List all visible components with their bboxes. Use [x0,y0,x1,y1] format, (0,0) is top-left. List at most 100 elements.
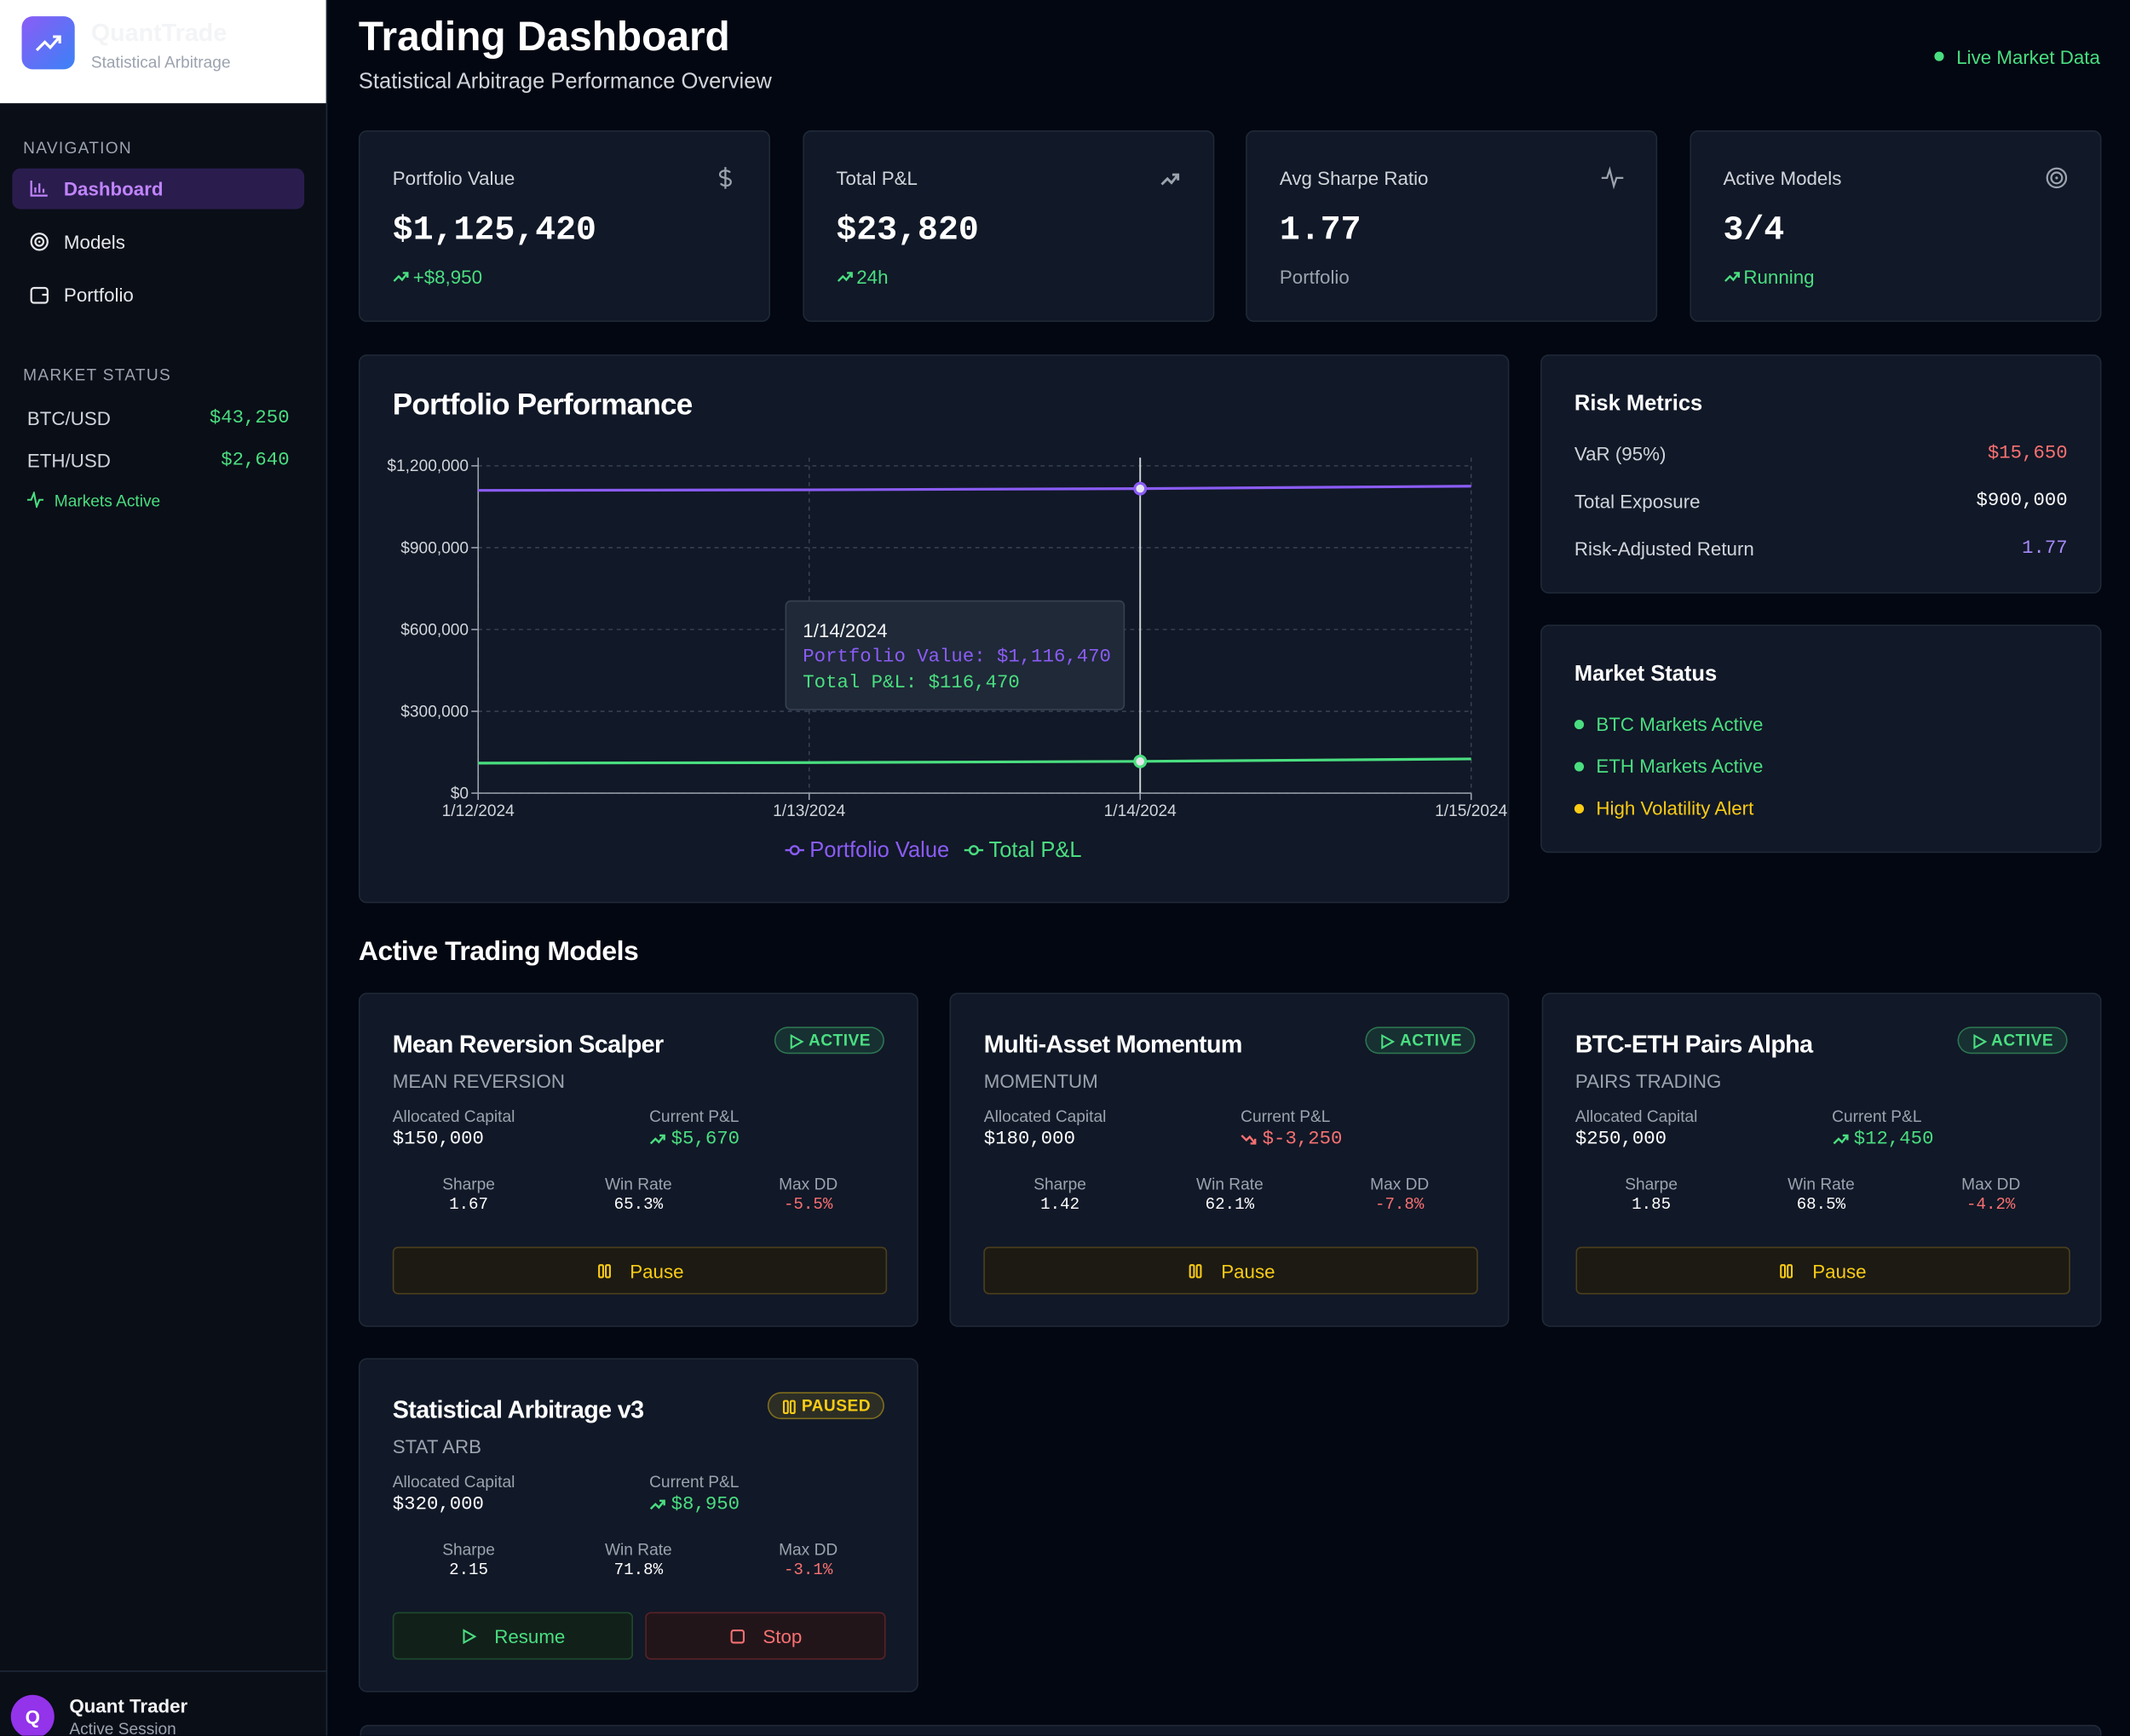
legend-label: Portfolio Value [809,838,949,862]
model-card: BTC-ETH Pairs Alpha ACTIVE PAIRS TRADING Al… [1540,992,2101,1327]
nav-icon [30,286,49,304]
capital-value: $320,000 [392,1493,484,1516]
market-pair: ETH/USD [26,449,111,472]
action-button[interactable]: Resume [392,1612,633,1660]
stat-card: Total P&L $23,820 24h [802,130,1214,322]
nav-label: Models [63,231,125,253]
trend-icon [1832,1134,1848,1145]
model-type: MOMENTUM [983,1070,1098,1092]
nav-label: Portfolio [63,284,134,306]
model-name: BTC-ETH Pairs Alpha [1574,1031,1813,1059]
metric-label: Sharpe [442,1540,495,1560]
metric-label: Max DD [779,1540,838,1560]
metric-label: Win Rate [1196,1175,1264,1194]
model-card: Statistical Arbitrage v3 PAUSED STAT ARB Al… [358,1358,918,1693]
badge-label: ACTIVE [1991,1031,2054,1050]
nav-heading: NAVIGATION [23,138,133,158]
trend-icon [837,272,853,282]
metric-value: -4.2% [1966,1195,2016,1215]
action-button[interactable]: Pause [392,1246,888,1295]
stat-note: +$8,950 [412,266,483,289]
nav-icon [30,181,48,197]
metric-label: Win Rate [1787,1175,1855,1194]
status-badge: ACTIVE [774,1026,884,1055]
badge-icon [790,1033,804,1049]
metric-label: Win Rate [605,1175,672,1194]
metric-label: Max DD [1961,1175,2021,1194]
model-name: Statistical Arbitrage v3 [392,1396,644,1423]
legend-swatch [789,845,800,856]
pulse-icon [26,491,44,509]
model-type: PAIRS TRADING [1574,1070,1722,1092]
tooltip-date: 1/14/2024 [803,619,888,641]
action-button[interactable]: Pause [1574,1246,2070,1295]
pnl-label: Current P&L [1832,1107,1922,1126]
nav-icon [30,233,49,251]
trend-icon [649,1499,665,1510]
button-label: Pause [1221,1259,1275,1282]
stat-label: Avg Sharpe Ratio [1279,167,1429,189]
avatar-initial: Q [25,1705,40,1728]
stat-card: Active Models 3/4 Running [1689,130,2101,322]
legend-label: Total P&L [988,838,1081,862]
live-dot [1934,51,1944,61]
metric-label: Sharpe [442,1175,495,1194]
model-type: STAT ARB [392,1435,481,1457]
status-label: High Volatility Alert [1596,796,1754,819]
stat-note: Portfolio [1279,266,1350,289]
metric-label: Max DD [1370,1175,1430,1194]
nav-item[interactable]: Models [12,221,304,262]
pnl-value: $-3,250 [1262,1128,1343,1151]
nav-label: Dashboard [63,177,164,200]
status-dot [1574,762,1585,772]
metric-label: Win Rate [605,1540,672,1560]
model-card: Mean Reversion Scalper ACTIVE MEAN REVERSI… [358,992,918,1327]
markets-status: Markets Active [54,491,161,511]
badge-icon [1973,1033,1987,1049]
metric-value: 71.8% [613,1560,664,1580]
chart-title: Portfolio Performance [392,387,693,422]
capital-value: $250,000 [1574,1128,1667,1151]
stat-card: Avg Sharpe Ratio 1.77 Portfolio [1246,130,1658,322]
pnl-value: $8,950 [671,1493,740,1516]
status-badge: ACTIVE [1957,1026,2068,1055]
stat-label: Active Models [1723,167,1842,189]
series-line [478,485,1471,492]
risk-value: 1.77 [2022,537,2068,560]
pnl-label: Current P&L [649,1472,740,1492]
nav-item[interactable]: Portfolio [12,274,304,315]
section-title: Active Trading Models [358,937,639,968]
action-button[interactable]: Pause [983,1246,1479,1295]
status-badge: ACTIVE [1366,1026,1476,1055]
badge-label: PAUSED [801,1396,872,1416]
metric-value: -3.1% [783,1560,833,1580]
active-dot [1133,481,1148,496]
risk-label: Total Exposure [1574,490,1701,513]
user-name: Quant Trader [69,1694,188,1717]
pnl-label: Current P&L [649,1107,740,1126]
page-subtitle: Statistical Arbitrage Performance Overvi… [358,70,772,95]
model-card: Multi-Asset Momentum ACTIVE MOMENTUM Alloca… [949,992,1510,1327]
nav-item[interactable]: Dashboard [12,168,305,210]
status-badge: PAUSED [767,1392,884,1420]
metric-label: Sharpe [1033,1175,1086,1194]
trend-icon [649,1134,665,1145]
y-tick-label: $1,200,000 [387,457,469,475]
logo-icon [35,35,61,52]
market-price: $2,640 [221,449,290,472]
button-icon [463,1628,477,1644]
status-dot [1574,720,1585,730]
trend-icon [1241,1135,1257,1145]
action-button[interactable]: Stop [645,1612,886,1660]
button-icon [597,1263,611,1278]
stat-note: Running [1743,266,1815,289]
capital-label: Allocated Capital [1574,1107,1698,1126]
market-price: $43,250 [209,407,290,429]
button-icon [729,1629,745,1643]
stat-value: 1.77 [1279,210,1361,250]
market-status-card: Market Status BTC Markets Active ETH Marke… [1540,624,2102,854]
metric-value: 62.1% [1205,1195,1255,1215]
capital-label: Allocated Capital [392,1107,515,1126]
